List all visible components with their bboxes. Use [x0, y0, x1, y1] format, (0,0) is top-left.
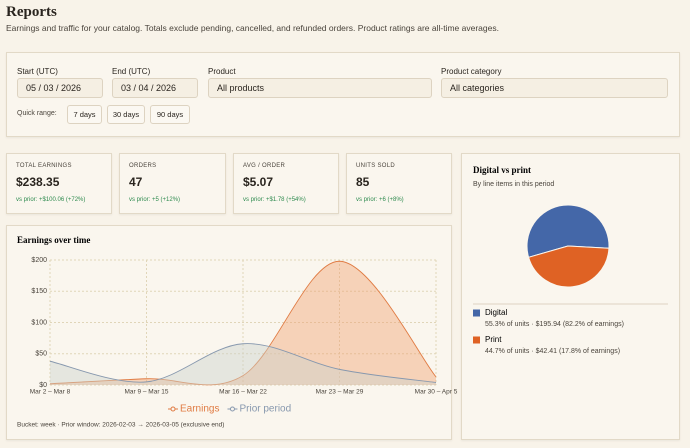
y-tick-label: $100	[31, 319, 47, 326]
legend-label: Prior period	[239, 404, 291, 415]
kpi-card: AVG / ORDER $5.07 vs prior: +$1.78 (+54%…	[233, 153, 339, 214]
legend-swatch	[473, 336, 480, 344]
page-title: Reports	[6, 4, 57, 20]
product-label: Product	[208, 67, 236, 76]
quick-range-button[interactable]: 30 days	[107, 105, 145, 124]
start-input[interactable]: 05 / 03 / 2026	[17, 78, 103, 98]
kpi-value: 85	[356, 175, 370, 189]
earnings-panel	[6, 225, 452, 440]
start-label: Start (UTC)	[17, 67, 58, 76]
x-tick-label: Mar 2 – Mar 8	[30, 389, 71, 396]
kpi-card: TOTAL EARNINGS $238.35 vs prior: +$100.0…	[6, 153, 112, 214]
legend-marker	[229, 406, 235, 412]
category-select[interactable]: All categories	[441, 78, 668, 98]
x-tick-label: Mar 30 – Apr 5	[415, 389, 458, 396]
kpi-value: 47	[129, 175, 143, 189]
quick-range-button[interactable]: 90 days	[150, 105, 190, 124]
end-input[interactable]: 03 / 04 / 2026	[112, 78, 198, 98]
kpi-label: UNITS SOLD	[356, 163, 396, 169]
quick-range-button[interactable]: 7 days	[67, 105, 102, 124]
chart-title: Earnings over time	[17, 235, 90, 245]
chart-title: Digital vs print	[473, 165, 531, 175]
y-tick-label: $150	[31, 288, 47, 295]
legend-detail: 44.7% of units · $42.41 (17.8% of earnin…	[485, 348, 620, 355]
x-tick-label: Mar 23 – Mar 29	[316, 389, 364, 396]
y-tick-label: $50	[35, 351, 47, 358]
kpi-label: TOTAL EARNINGS	[16, 163, 72, 169]
end-label: End (UTC)	[112, 67, 151, 76]
kpi-card: UNITS SOLD 85 vs prior: +6 (+8%)	[346, 153, 452, 214]
category-label: Product category	[441, 67, 502, 76]
legend-label: Digital	[485, 308, 507, 317]
y-tick-label: $200	[31, 257, 47, 264]
quick-range-label: Quick range:	[17, 110, 57, 117]
area-fill	[50, 261, 436, 385]
legend-label: Print	[485, 335, 502, 344]
chart-subtitle: By line items in this period	[473, 181, 554, 188]
legend-marker	[170, 406, 176, 412]
area-line	[49, 343, 437, 383]
kpi-value: $238.35	[16, 175, 60, 189]
kpi-delta: vs prior: +5 (+12%)	[129, 197, 181, 203]
y-tick-label: $0	[39, 382, 47, 389]
legend-swatch	[473, 309, 480, 317]
pie-panel	[461, 153, 680, 440]
kpi-label: AVG / ORDER	[243, 163, 286, 169]
kpi-delta: vs prior: +$1.78 (+54%)	[243, 197, 306, 203]
page-subtitle: Earnings and traffic for your catalog. T…	[6, 23, 499, 33]
kpi-label: ORDERS	[129, 163, 157, 169]
x-tick-label: Mar 9 – Mar 15	[124, 389, 168, 396]
legend-label: Earnings	[180, 404, 219, 415]
kpi-card: ORDERS 47 vs prior: +5 (+12%)	[119, 153, 226, 214]
product-select[interactable]: All products	[208, 78, 432, 98]
kpi-value: $5.07	[243, 175, 274, 189]
pie-slice	[527, 245, 610, 288]
pie-slice	[526, 204, 610, 258]
legend-detail: 55.3% of units · $195.94 (82.2% of earni…	[485, 321, 624, 328]
kpi-delta: vs prior: +$100.06 (+72%)	[16, 197, 86, 203]
x-tick-label: Mar 16 – Mar 22	[219, 389, 267, 396]
area-fill	[50, 343, 436, 385]
area-line	[49, 260, 437, 386]
chart-footnote: Bucket: week · Prior window: 2026-02-03 …	[17, 422, 224, 429]
kpi-delta: vs prior: +6 (+8%)	[356, 197, 404, 203]
